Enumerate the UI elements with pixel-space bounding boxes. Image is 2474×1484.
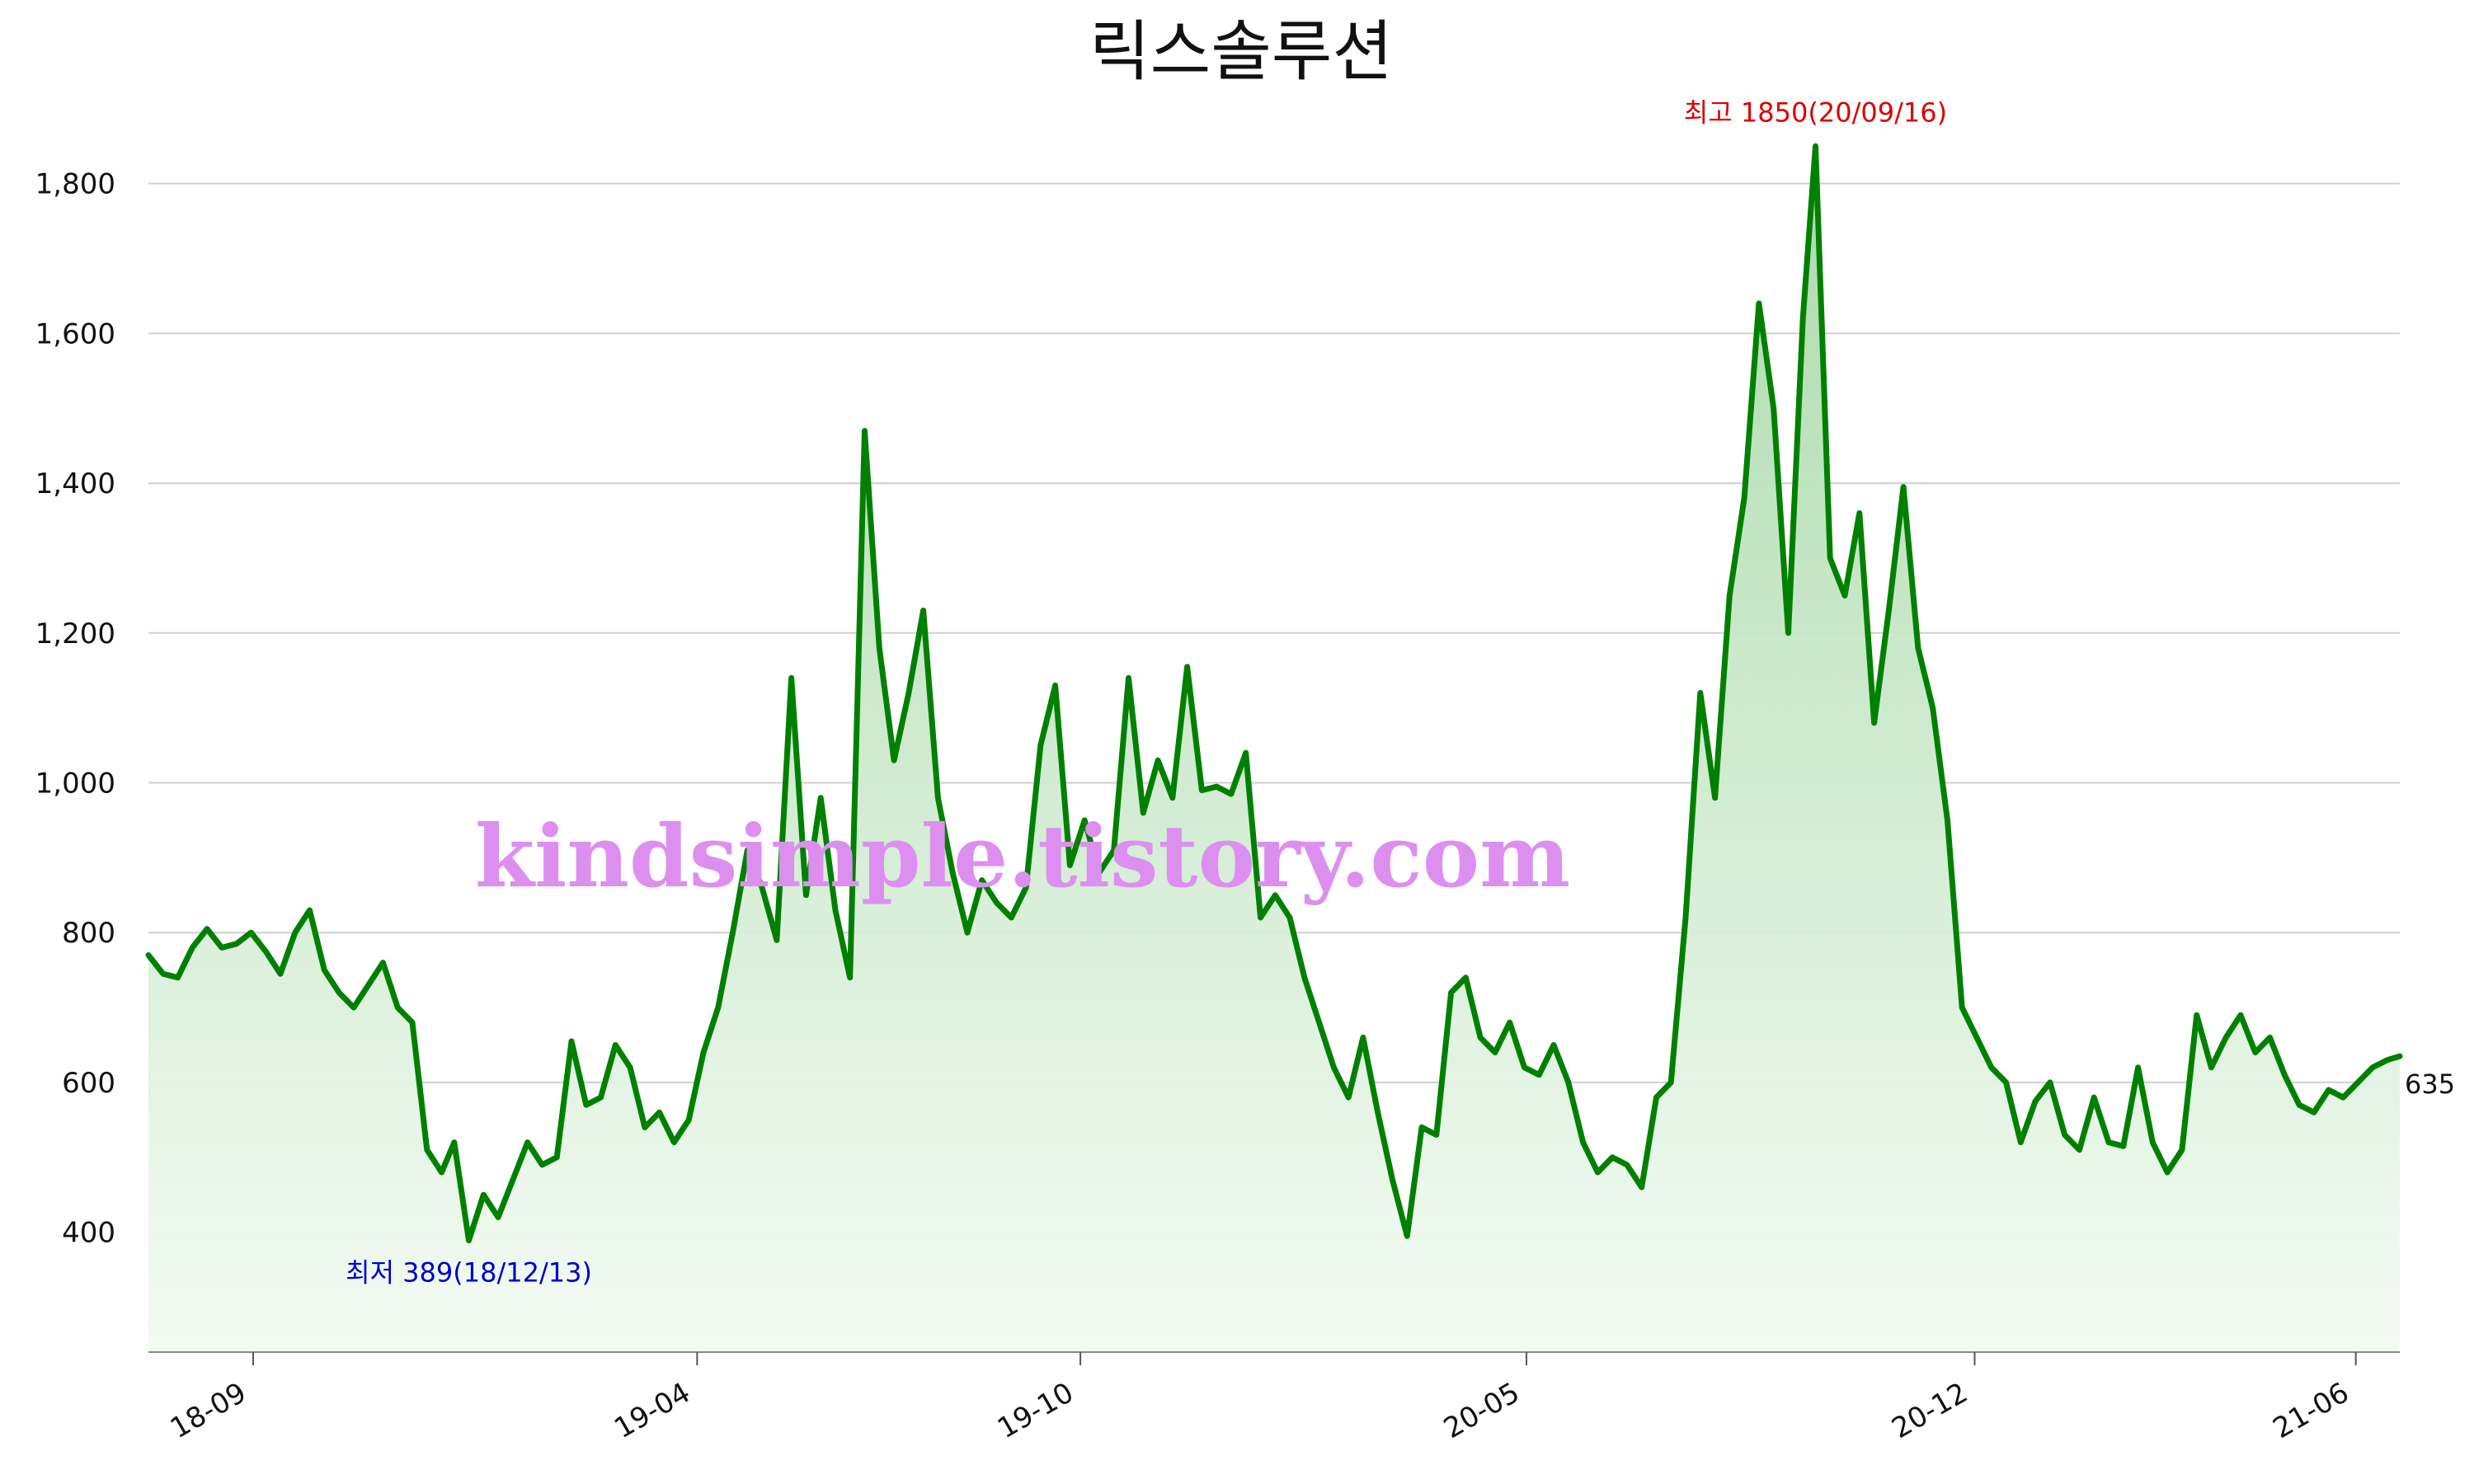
area-fill — [148, 146, 2400, 1352]
area-fill-path — [148, 146, 2400, 1352]
x-tick-label: 20-12 — [1886, 1376, 1973, 1445]
x-tick-label: 19-10 — [992, 1376, 1079, 1445]
y-tick-label: 1,000 — [35, 768, 115, 801]
y-tick-label: 1,200 — [35, 618, 115, 650]
y-axis: 400 600 800 1,000 1,200 1,400 1,600 1,800 — [35, 168, 115, 1250]
last-value-label: 635 — [2405, 1068, 2455, 1100]
y-tick-label: 1,800 — [35, 168, 115, 201]
min-annotation: 최저 389(18/12/13) — [346, 1257, 592, 1289]
series-line — [145, 143, 2403, 1244]
y-tick-label: 600 — [62, 1067, 115, 1100]
y-tick-label: 1,400 — [35, 467, 115, 500]
y-tick-label: 400 — [62, 1217, 115, 1250]
x-tick-label: 20-05 — [1438, 1376, 1526, 1445]
y-tick-label: 1,600 — [35, 317, 115, 350]
chart-title: 릭스솔루션 — [1089, 13, 1393, 90]
max-annotation: 최고 1850(20/09/16) — [1684, 96, 1947, 128]
price-line — [145, 143, 2403, 1244]
x-tick-label: 19-04 — [609, 1376, 696, 1445]
x-tick-label: 21-06 — [2268, 1376, 2355, 1445]
annotations: 최고 1850(20/09/16) 최저 389(18/12/13) 635 — [346, 96, 2455, 1288]
x-tick-label: 18-09 — [165, 1376, 252, 1445]
x-tick-labels: 18-09 19-04 19-10 20-05 20-12 21-06 — [165, 1376, 2354, 1445]
y-tick-label: 800 — [62, 917, 115, 950]
watermark-text: kindsimple.tistory.com — [475, 805, 1570, 907]
x-axis — [148, 1351, 2400, 1365]
